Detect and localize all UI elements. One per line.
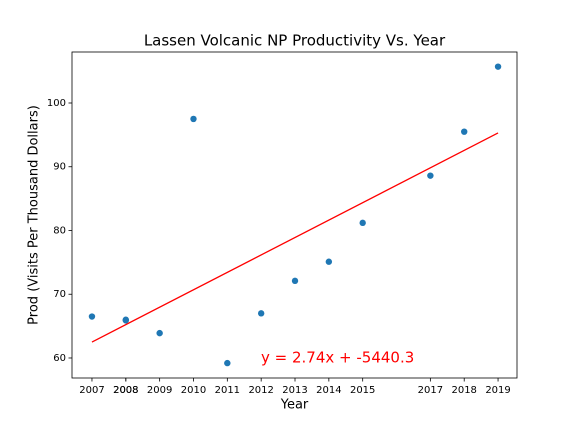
x-tick-label: 2012: [248, 385, 273, 396]
annotation: y = 2.74x + -5440.3: [261, 349, 414, 367]
point: [88, 313, 96, 320]
x-tick-label: 2014: [316, 385, 341, 396]
x-tick-label: 2018: [451, 385, 476, 396]
point: [190, 115, 197, 123]
point: [494, 63, 502, 70]
x-tick-label: 2009: [147, 385, 172, 396]
point: [224, 359, 231, 367]
y-axis-label: Prod (Visits Per Thousand Dollars): [27, 105, 42, 325]
point: [325, 258, 333, 265]
fit-line: [91, 132, 499, 343]
x-tick-label: 2019: [485, 385, 510, 396]
y-tick-label: 80: [53, 225, 66, 236]
point: [359, 219, 366, 227]
y-tick-label: 100: [47, 98, 66, 109]
x-tick-label: 2015: [350, 385, 375, 396]
x-tick-label: 2008: [113, 385, 138, 396]
point: [122, 316, 130, 323]
chart-title: Lassen Volcanic NP Productivity Vs. Year: [144, 32, 446, 50]
y-tick-label: 60: [53, 353, 66, 364]
x-tick-label: 2013: [282, 385, 307, 396]
point: [291, 277, 299, 285]
point: [427, 172, 434, 179]
x-tick-label: 2011: [215, 385, 240, 396]
x-tick-label: 2008: [113, 385, 138, 396]
x-axis-label: Year: [280, 398, 309, 413]
point: [156, 329, 163, 337]
x-tick-label: 2007: [79, 385, 104, 396]
y-tick-label: 90: [53, 162, 66, 173]
x-tick-label: 2010: [181, 385, 206, 396]
point: [257, 310, 265, 317]
x-tick-label: 2017: [418, 385, 443, 396]
y-tick-label: 70: [53, 289, 66, 300]
point: [461, 128, 468, 135]
plot-frame: [71, 51, 518, 379]
